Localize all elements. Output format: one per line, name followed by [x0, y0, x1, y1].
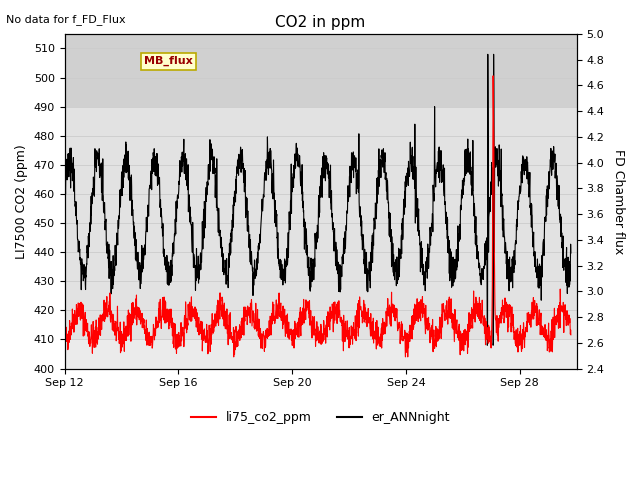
Text: No data for f_FD_Flux: No data for f_FD_Flux: [6, 14, 126, 25]
Bar: [65, 34, 577, 107]
Bar: [65, 107, 577, 339]
Legend: li75_co2_ppm, er_ANNnight: li75_co2_ppm, er_ANNnight: [186, 406, 455, 429]
Y-axis label: FD Chamber flux: FD Chamber flux: [612, 149, 625, 254]
Text: MB_flux: MB_flux: [144, 56, 193, 66]
Title: CO2 in ppm: CO2 in ppm: [275, 15, 365, 30]
Y-axis label: LI7500 CO2 (ppm): LI7500 CO2 (ppm): [15, 144, 28, 259]
